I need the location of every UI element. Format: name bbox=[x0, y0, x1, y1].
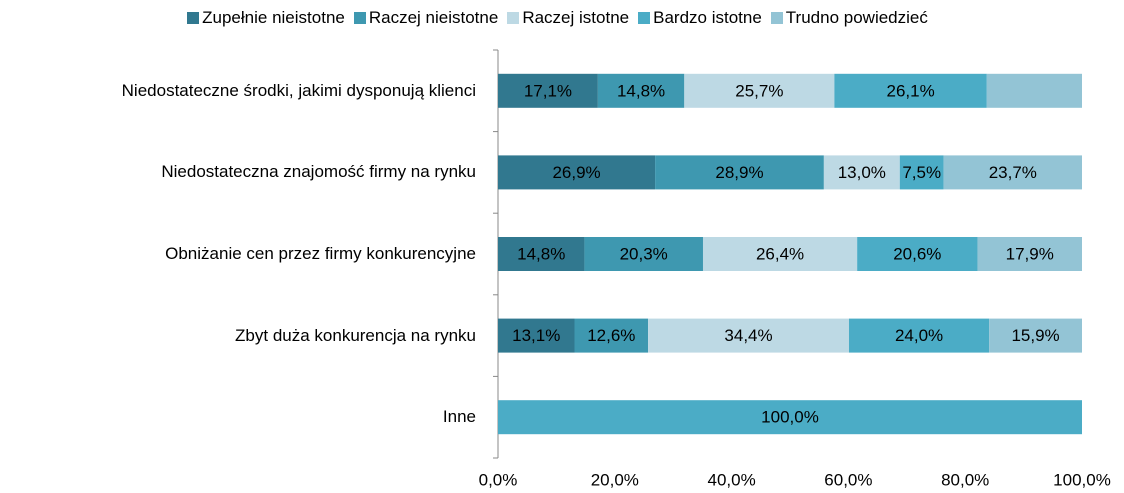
legend-label: Raczej istotne bbox=[522, 8, 630, 27]
bar-segment bbox=[584, 237, 703, 271]
data-label: 14,8% bbox=[617, 81, 665, 100]
x-tick-label: 40,0% bbox=[707, 470, 755, 489]
bar-segment bbox=[986, 73, 1082, 108]
bar-segment bbox=[498, 155, 656, 190]
data-label: 13,0% bbox=[838, 163, 886, 182]
y-tick-label: Obniżanie cen przez firmy konkurencyjne bbox=[6, 224, 476, 284]
bar-segment bbox=[648, 318, 849, 353]
data-label: 20,3% bbox=[620, 244, 668, 263]
bar-segment bbox=[857, 237, 978, 271]
bar-segment bbox=[655, 155, 824, 190]
legend-item: Trudno powiedzieć bbox=[770, 8, 928, 28]
bar-segment bbox=[684, 73, 835, 108]
legend-swatch bbox=[353, 12, 366, 24]
x-tick-label: 60,0% bbox=[824, 470, 872, 489]
bar-segment bbox=[823, 155, 900, 190]
legend-item: Zupełnie nieistotne bbox=[187, 8, 345, 28]
legend-swatch bbox=[638, 12, 651, 24]
bar-segment bbox=[597, 73, 685, 108]
data-label: 17,1% bbox=[524, 81, 572, 100]
bar-segment bbox=[702, 237, 858, 271]
legend-label: Raczej nieistotne bbox=[368, 8, 499, 27]
legend-item: Raczej nieistotne bbox=[353, 8, 499, 28]
y-tick-label: Inne bbox=[6, 387, 476, 447]
x-tick-label: 80,0% bbox=[941, 470, 989, 489]
y-tick-text: Niedostateczne środki, jakimi dysponują … bbox=[121, 80, 476, 100]
x-tick-label: 20,0% bbox=[591, 470, 639, 489]
data-label: 26,4% bbox=[756, 244, 804, 263]
legend-swatch bbox=[187, 12, 200, 24]
legend-item: Bardzo istotne bbox=[638, 8, 762, 28]
bar-segment bbox=[574, 318, 649, 353]
y-tick-text: Inne bbox=[442, 407, 476, 427]
y-tick-text: Niedostateczna znajomość firmy na rynku bbox=[161, 162, 476, 182]
data-label: 20,6% bbox=[893, 244, 941, 263]
legend-swatch bbox=[507, 12, 520, 24]
x-tick-label: 100,0% bbox=[1053, 470, 1111, 489]
data-label: 17,9% bbox=[1006, 244, 1054, 263]
data-label: 100,0% bbox=[761, 408, 819, 427]
data-label: 34,4% bbox=[724, 326, 772, 345]
bar-segment bbox=[989, 318, 1082, 353]
data-label: 23,7% bbox=[989, 163, 1037, 182]
data-label: 7,5% bbox=[902, 163, 941, 182]
data-label: 26,9% bbox=[552, 163, 600, 182]
y-tick-text: Zbyt duża konkurencja na rynku bbox=[235, 325, 476, 345]
data-label: 14,8% bbox=[517, 244, 565, 263]
legend-label: Trudno powiedzieć bbox=[785, 8, 928, 27]
y-tick-label: Zbyt duża konkurencja na rynku bbox=[6, 306, 476, 366]
bar-segment bbox=[943, 155, 1082, 190]
data-label: 15,9% bbox=[1011, 326, 1059, 345]
data-label: 12,6% bbox=[587, 326, 635, 345]
legend: Zupełnie nieistotne Raczej nieistotne Racz… bbox=[0, 8, 1124, 28]
bar-segment bbox=[977, 237, 1082, 271]
legend-label: Bardzo istotne bbox=[653, 8, 762, 27]
data-label: 26,1% bbox=[886, 81, 934, 100]
x-tick-label: 0,0% bbox=[479, 470, 518, 489]
legend-item: Raczej istotne bbox=[507, 8, 629, 28]
data-label: 25,7% bbox=[735, 81, 783, 100]
bar-segment bbox=[848, 318, 990, 353]
y-tick-label: Niedostateczna znajomość firmy na rynku bbox=[6, 142, 476, 202]
data-label: 28,9% bbox=[715, 163, 763, 182]
y-tick-label: Niedostateczne środki, jakimi dysponują … bbox=[6, 61, 476, 121]
bar-segment bbox=[899, 155, 944, 190]
legend-swatch bbox=[770, 12, 783, 24]
data-label: 24,0% bbox=[895, 326, 943, 345]
data-label: 13,1% bbox=[512, 326, 560, 345]
bar-segment bbox=[834, 73, 987, 108]
legend-label: Zupełnie nieistotne bbox=[202, 8, 345, 27]
bar-segment bbox=[498, 318, 575, 353]
y-tick-text: Obniżanie cen przez firmy konkurencyjne bbox=[165, 244, 476, 263]
bar-segment bbox=[498, 73, 598, 108]
bar-segment bbox=[498, 237, 585, 271]
bar-segment bbox=[498, 400, 1082, 435]
